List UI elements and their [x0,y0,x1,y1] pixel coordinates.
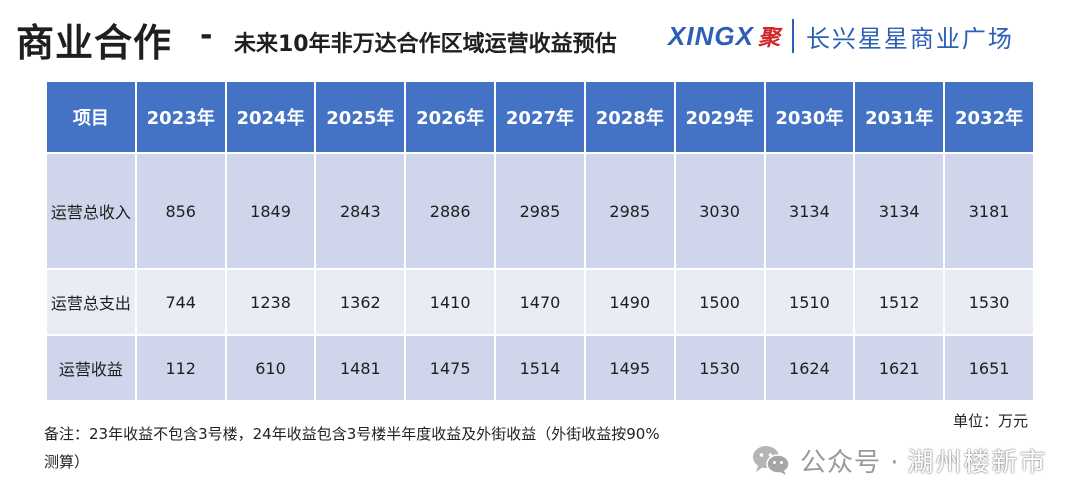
row-label: 运营总收入 [47,154,135,268]
table-cell: 1530 [945,270,1033,334]
table-cell: 744 [136,270,225,334]
table-cell: 3134 [855,154,944,268]
table-cell: 1500 [675,270,764,334]
revenue-forecast-table: 项目 2023年 2024年 2025年 2026年 2027年 2028年 2… [45,80,1035,400]
table-header-row: 项目 2023年 2024年 2025年 2026年 2027年 2028年 2… [47,82,1033,152]
table-cell: 1475 [406,336,495,400]
row-label: 运营总支出 [47,270,135,334]
table-cell: 1849 [226,154,315,268]
table-cell: 1238 [226,270,315,334]
column-header: 2025年 [316,82,405,152]
table-cell: 1512 [855,270,944,334]
column-header: 2030年 [765,82,854,152]
logo-wordmark: XINGX [668,20,754,51]
wechat-icon [752,444,790,476]
page-subtitle: 未来10年非万达合作区域运营收益预估 [234,32,617,57]
title-separator: - [200,18,213,53]
column-header: 项目 [47,82,135,152]
table-cell: 3181 [945,154,1033,268]
table-row-operating-profit: 运营收益 112 610 1481 1475 1514 1495 1530 16… [47,336,1033,400]
table-cell: 1621 [855,336,944,400]
table-cell: 1651 [945,336,1033,400]
column-header: 2029年 [675,82,764,152]
column-header: 2027年 [496,82,584,152]
table-cell: 856 [136,154,225,268]
table-cell: 1481 [316,336,405,400]
footnote: 备注：23年收益不包含3号楼，24年收益包含3号楼半年度收益及外街收益（外街收益… [44,425,660,471]
table-cell: 1624 [765,336,854,400]
watermark-label: 公众号 · [800,447,900,478]
table-cell: 112 [136,336,225,400]
table-cell: 1530 [675,336,764,400]
table-row-total-revenue: 运营总收入 856 1849 2843 2886 2985 2985 3030 … [47,154,1033,268]
page-header: 商业合作 - 未来10年非万达合作区域运营收益预估 XINGX 聚 长兴星星商业… [0,0,1080,72]
logo-mark-icon: 聚 [757,26,780,51]
table-cell: 1490 [585,270,674,334]
column-header: 2031年 [855,82,944,152]
table-cell: 610 [226,336,315,400]
watermark: 公众号 · 湖州楼新市 [752,440,1048,480]
table-row-total-expense: 运营总支出 744 1238 1362 1410 1470 1490 1500 … [47,270,1033,334]
table-cell: 1410 [406,270,495,334]
table-cell: 3134 [765,154,854,268]
column-header: 2028年 [585,82,674,152]
table-cell: 2843 [316,154,405,268]
column-header: 2026年 [406,82,495,152]
row-label: 运营收益 [47,336,135,400]
logo-chinese-name: 长兴星星商业广场 [805,24,1014,53]
column-header: 2032年 [945,82,1033,152]
brand-logo: XINGX 聚 长兴星星商业广场 [668,18,1014,54]
data-table: 项目 2023年 2024年 2025年 2026年 2027年 2028年 2… [45,80,1035,402]
table-cell: 1495 [585,336,674,400]
table-cell: 2985 [585,154,674,268]
column-header: 2023年 [136,82,225,152]
table-cell: 1470 [496,270,584,334]
table-cell: 1514 [496,336,584,400]
table-cell: 2886 [406,154,495,268]
table-cell: 3030 [675,154,764,268]
table-cell: 2985 [496,154,584,268]
watermark-account-name: 湖州楼新市 [907,447,1048,478]
page-title: 商业合作 [16,21,173,65]
unit-label: 单位：万元 [952,412,1028,430]
logo-divider [791,19,794,53]
column-header: 2024年 [226,82,315,152]
table-cell: 1362 [316,270,405,334]
table-cell: 1510 [765,270,854,334]
